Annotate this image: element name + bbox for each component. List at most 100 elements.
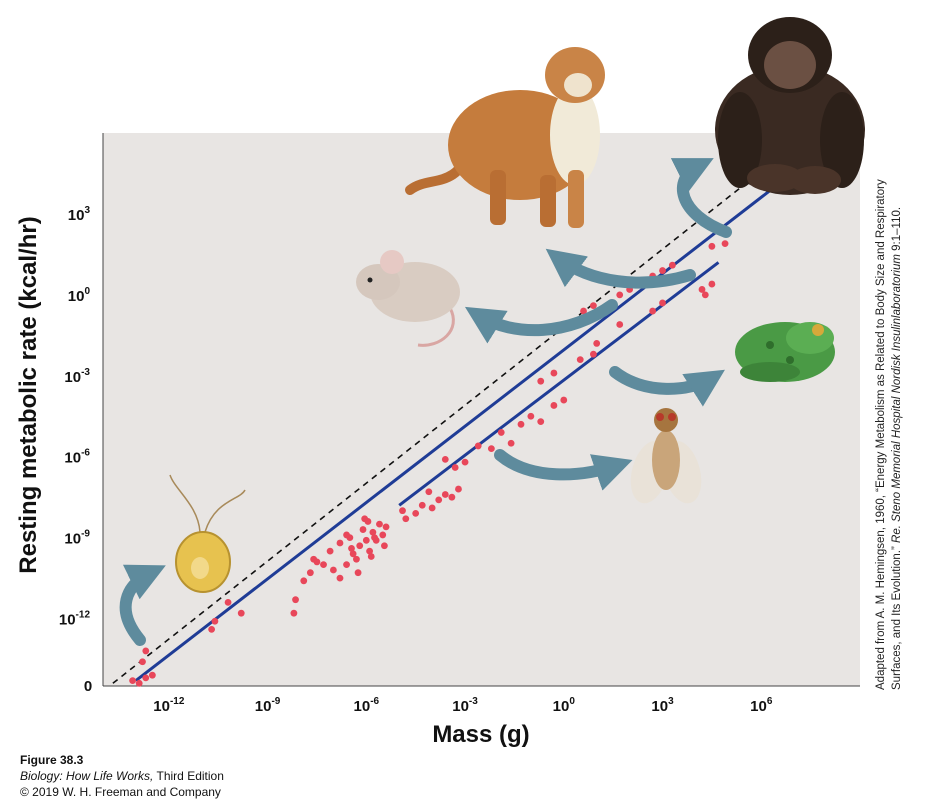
copyright: © 2019 W. H. Freeman and Company [20, 785, 221, 799]
data-point [659, 299, 666, 307]
data-point [590, 302, 597, 310]
data-point [576, 356, 584, 363]
reference-dashed-line [112, 183, 746, 684]
data-point [379, 531, 387, 539]
data-point [435, 496, 443, 504]
data-point [224, 598, 232, 606]
data-point [425, 488, 433, 496]
x-tick-label: 106 [750, 696, 773, 715]
frog-illustration [735, 322, 835, 382]
data-point [649, 307, 657, 315]
frog-arrow [609, 366, 725, 407]
data-point [708, 280, 716, 288]
data-point [129, 677, 137, 685]
data-point [593, 340, 601, 347]
data-point [208, 625, 216, 633]
x-tick-label: 10-12 [153, 696, 185, 715]
data-point [616, 321, 624, 328]
data-point [402, 515, 410, 523]
cougar-arrow [545, 248, 696, 289]
data-point [320, 561, 327, 569]
data-point [290, 609, 298, 617]
figure-caption: Figure 38.3 Biology: How Life Works, Thi… [20, 752, 224, 800]
data-point [382, 523, 390, 531]
x-tick-labels: 10-12 10-9 10-6 10-3 100 103 106 [153, 696, 773, 715]
data-point [399, 507, 406, 515]
data-point [527, 412, 535, 420]
data-point [616, 291, 624, 299]
data-point [326, 547, 334, 555]
protist-arrow [119, 564, 166, 646]
x-axis-title: Mass (g) [432, 721, 529, 748]
x-tick-label: 10-3 [452, 696, 478, 715]
data-point [412, 509, 420, 517]
data-point [580, 307, 587, 315]
data-point [441, 491, 449, 498]
data-point [362, 536, 370, 544]
data-point [367, 553, 375, 560]
data-point [668, 261, 676, 269]
x-tick-label: 100 [553, 696, 576, 715]
data-point [455, 485, 462, 493]
data-point [550, 369, 558, 377]
data-point [366, 547, 373, 555]
data-point [343, 561, 350, 569]
cougar-illustration [405, 47, 605, 228]
data-point [371, 534, 378, 542]
data-point [353, 555, 360, 563]
illustration-arrows [119, 158, 732, 646]
data-point [348, 545, 355, 552]
data-point [381, 542, 388, 550]
data-point [349, 550, 357, 558]
data-point [336, 574, 344, 582]
source-credit: Adapted from A. M. Hemingsen, 1960, “Ene… [873, 130, 921, 690]
data-point [356, 542, 364, 550]
origin-label: 0 [84, 678, 92, 695]
y-tick-label: 100 [68, 286, 91, 305]
data-point [148, 671, 156, 679]
book-line: Biology: How Life Works, Third Edition [20, 768, 224, 784]
data-point [343, 531, 350, 539]
source-credit-suffix: 9:1–110. [891, 206, 903, 251]
data-point [354, 569, 362, 577]
fly-illustration [630, 408, 702, 504]
data-point [590, 350, 597, 358]
data-point [461, 458, 469, 466]
plot-area [103, 133, 860, 686]
y-tick-label: 10-3 [64, 367, 90, 386]
source-credit-journal: Re. Steno Memorial Hospital Nordisk Insu… [891, 254, 903, 543]
x-tick-label: 10-6 [354, 696, 380, 715]
data-point [418, 501, 426, 509]
data-point [487, 445, 495, 453]
data-point [708, 242, 716, 250]
data-point [550, 402, 558, 409]
data-point [659, 267, 666, 274]
data-point [698, 286, 706, 293]
y-tick-label: 103 [68, 205, 91, 224]
data-point [507, 439, 515, 447]
data-point [211, 617, 219, 625]
y-tick-label: 10-9 [64, 529, 90, 548]
data-point [329, 566, 337, 574]
data-point [361, 515, 369, 523]
reference-line [112, 183, 746, 684]
fly-arrow [494, 449, 633, 491]
y-tick-label: 10-12 [59, 610, 91, 629]
data-point [701, 291, 709, 299]
data-point [139, 658, 146, 666]
mouse-arrow [464, 299, 618, 344]
data-point [721, 240, 729, 248]
data-point [369, 528, 377, 536]
chimp-arrow [670, 158, 732, 238]
data-point [376, 520, 383, 528]
data-point [142, 647, 150, 655]
data-point [135, 679, 143, 687]
data-point [517, 420, 525, 428]
data-point [336, 539, 344, 547]
data-point [537, 418, 545, 426]
data-point [497, 429, 505, 436]
chimpanzee-illustration [715, 17, 865, 195]
data-point [448, 493, 456, 501]
mouse-illustration [356, 250, 460, 347]
data-point [537, 377, 545, 385]
